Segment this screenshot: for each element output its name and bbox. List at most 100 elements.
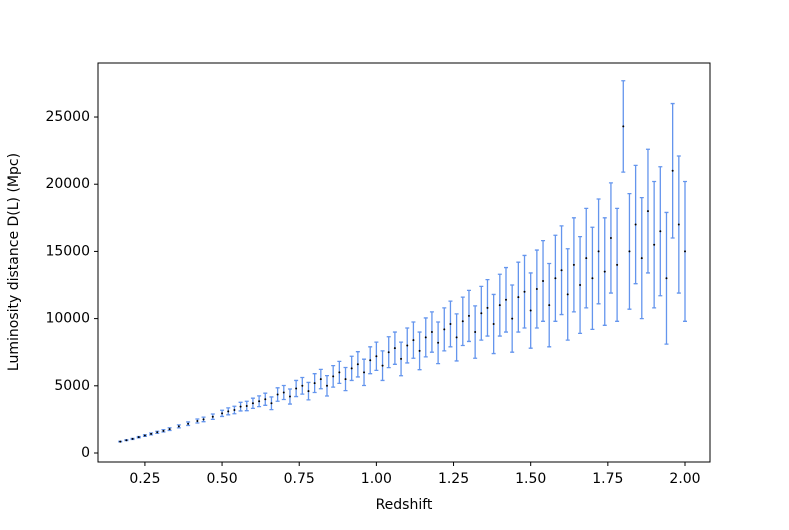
data-point <box>684 250 687 253</box>
data-point <box>282 391 285 394</box>
data-point <box>325 384 328 387</box>
data-point <box>227 410 230 413</box>
data-point <box>585 257 588 260</box>
data-point <box>412 339 415 342</box>
data-point <box>307 390 310 393</box>
data-point <box>356 363 359 366</box>
data-point <box>486 306 489 309</box>
y-tick-label: 0 <box>81 445 90 461</box>
data-point <box>572 263 575 266</box>
data-point <box>319 378 322 381</box>
data-point <box>511 317 514 320</box>
data-point <box>603 270 606 273</box>
data-point <box>653 243 656 246</box>
data-point <box>393 347 396 350</box>
data-point <box>363 371 366 374</box>
data-point <box>437 341 440 344</box>
data-point <box>288 395 291 398</box>
data-point <box>634 223 637 226</box>
data-point <box>264 398 267 401</box>
data-point <box>591 277 594 280</box>
data-point <box>137 436 140 439</box>
data-point <box>332 375 335 378</box>
data-point <box>659 230 662 233</box>
data-point <box>535 288 538 291</box>
data-point <box>443 328 446 331</box>
data-point <box>542 279 545 282</box>
data-point <box>251 402 254 405</box>
data-point <box>344 378 347 381</box>
y-tick-label: 5000 <box>54 378 90 394</box>
data-point <box>628 250 631 253</box>
data-point <box>119 440 122 443</box>
y-axis-label: Luminosity distance D(L) (Mpc) <box>6 153 22 371</box>
x-tick-label: 0.50 <box>206 471 237 487</box>
data-point <box>579 284 582 287</box>
data-point <box>406 344 409 347</box>
data-point <box>381 364 384 367</box>
data-point <box>400 357 403 360</box>
data-point <box>646 210 649 213</box>
data-point <box>529 309 532 312</box>
data-point <box>143 434 146 437</box>
data-point <box>474 331 477 334</box>
data-point <box>523 290 526 293</box>
data-point <box>202 418 205 421</box>
data-point <box>177 425 180 428</box>
plot-frame <box>97 62 711 463</box>
data-point <box>168 428 171 431</box>
data-point <box>338 371 341 374</box>
data-point <box>665 277 668 280</box>
data-point <box>301 384 304 387</box>
data-point <box>258 400 261 403</box>
x-tick-label: 1.75 <box>592 471 623 487</box>
data-point <box>640 257 643 260</box>
data-point <box>125 439 128 442</box>
data-point <box>369 359 372 362</box>
data-point <box>196 420 199 423</box>
x-tick-label: 0.75 <box>284 471 315 487</box>
x-tick-label: 2.00 <box>669 471 700 487</box>
data-point <box>245 404 248 407</box>
data-point <box>239 405 242 408</box>
data-point <box>597 250 600 253</box>
data-point <box>480 312 483 315</box>
data-point <box>233 408 236 411</box>
x-axis-label: Redshift <box>376 497 433 513</box>
data-point <box>131 437 134 440</box>
data-point <box>560 269 563 272</box>
data-point <box>492 322 495 325</box>
data-point <box>548 304 551 307</box>
data-point <box>498 304 501 307</box>
data-point <box>467 314 470 317</box>
data-point <box>566 293 569 296</box>
data-point <box>505 298 507 301</box>
x-tick-label: 0.25 <box>129 471 160 487</box>
x-tick-label: 1.50 <box>515 471 546 487</box>
data-point <box>350 367 353 370</box>
x-tick-label: 1.00 <box>361 471 392 487</box>
data-point <box>449 322 452 325</box>
data-point <box>221 412 224 415</box>
data-point <box>276 393 279 396</box>
data-point <box>313 382 316 385</box>
data-point <box>461 320 464 323</box>
data-point <box>156 431 159 434</box>
x-tick-label: 1.25 <box>438 471 469 487</box>
data-point <box>517 296 520 299</box>
data-point <box>677 223 680 226</box>
data-point <box>162 429 165 432</box>
data-point <box>150 432 153 435</box>
data-point <box>295 387 298 390</box>
y-tick-label: 15000 <box>45 243 90 259</box>
data-point <box>418 349 421 352</box>
data-point <box>430 331 433 334</box>
y-tick-label: 20000 <box>45 176 90 192</box>
data-point <box>622 125 625 128</box>
data-point <box>609 236 612 239</box>
data-point <box>554 277 557 280</box>
data-point <box>375 355 378 358</box>
data-point <box>187 422 190 425</box>
data-point <box>671 169 674 172</box>
